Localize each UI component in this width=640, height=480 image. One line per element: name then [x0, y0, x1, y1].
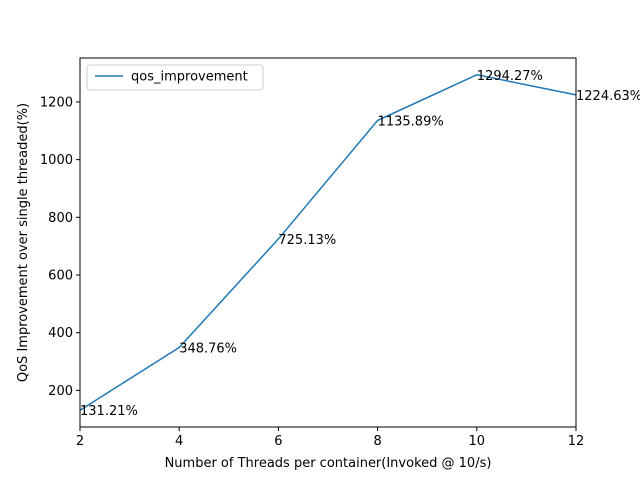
- y-tick-label: 1000: [40, 153, 73, 168]
- legend-box: [86, 64, 264, 91]
- data-point-label: 725.13%: [278, 233, 336, 248]
- axes-frame: [79, 57, 577, 428]
- y-tick-label: 800: [48, 211, 73, 226]
- y-tick-label: 600: [48, 269, 73, 284]
- x-tick-label: 4: [175, 434, 183, 449]
- axis-ticks: 2 4 6 8 10 12 200 400 600 800 1000 1200: [40, 95, 584, 449]
- x-tick-label: 12: [568, 434, 585, 449]
- data-point-label: 1135.89%: [378, 114, 444, 129]
- y-tick-label: 1200: [40, 95, 73, 110]
- x-tick-label: 2: [76, 434, 84, 449]
- x-tick-label: 8: [373, 434, 381, 449]
- data-labels: 131.21% 348.76% 725.13% 1135.89% 1294.27% 122…: [80, 69, 640, 419]
- data-point-label: 1224.63%: [576, 89, 640, 104]
- legend: qos_improvement: [86, 64, 264, 91]
- x-tick-label: 6: [274, 434, 282, 449]
- data-point-label: 131.21%: [80, 404, 138, 419]
- data-point-label: 1294.27%: [477, 69, 543, 84]
- legend-label: qos_improvement: [131, 70, 248, 85]
- y-tick-label: 400: [48, 326, 73, 341]
- data-point-label: 348.76%: [179, 341, 237, 356]
- x-tick-label: 10: [469, 434, 486, 449]
- y-tick-label: 200: [48, 384, 73, 399]
- y-axis-label: QoS Improvement over single threaded(%): [16, 103, 31, 382]
- x-axis-label: Number of Threads per container(Invoked …: [165, 456, 492, 471]
- series-line-qos-improvement: [79, 74, 577, 411]
